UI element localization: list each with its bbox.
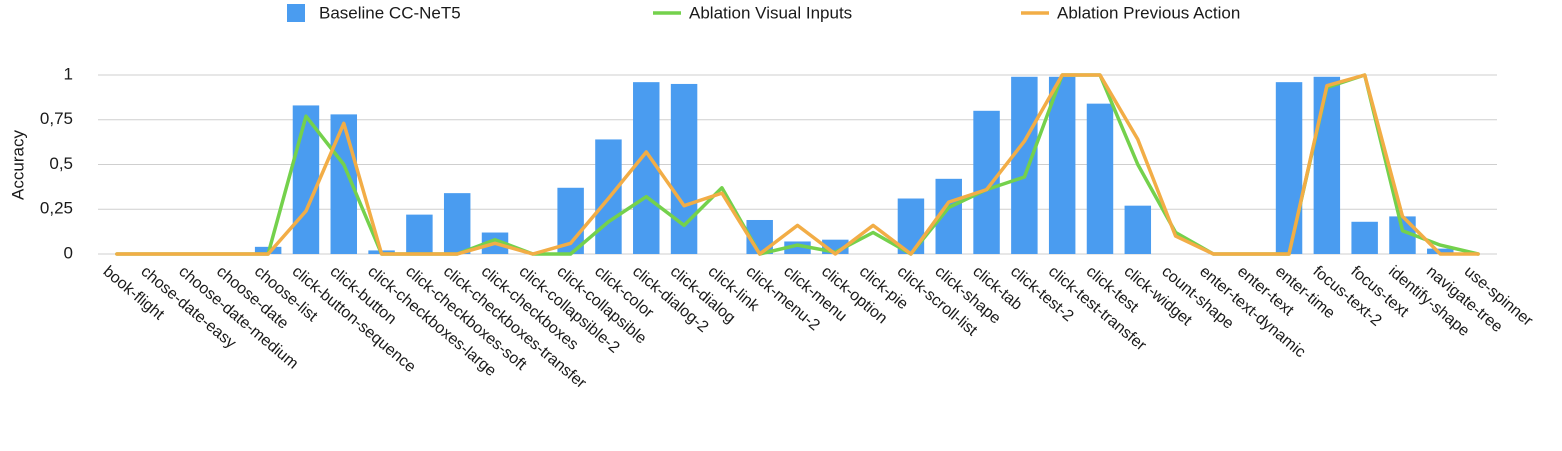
y-axis-title: Accuracy: [8, 130, 27, 200]
bar-navigate-tree: [1427, 248, 1454, 254]
y-tick-label: 1: [64, 64, 73, 83]
line-ablation-previous-action: [115, 73, 1480, 256]
bar-focus-text: [1351, 221, 1378, 254]
bar-click-test-transfer: [1048, 76, 1076, 254]
y-tick-label: 0,5: [49, 154, 73, 173]
legend-swatch: [287, 4, 305, 22]
legend-label: Baseline CC-NeT5: [319, 3, 461, 22]
legend-label: Ablation Previous Action: [1057, 3, 1240, 22]
y-tick-label: 0,75: [40, 109, 73, 128]
bar-enter-time: [1275, 82, 1303, 254]
x-axis-ticks: book-flightchose-date-easychoose-date-me…: [100, 263, 1537, 392]
bar-click-dialog-2: [633, 82, 660, 254]
bar-click-test-2: [1011, 76, 1038, 254]
bar-click-test: [1086, 103, 1114, 254]
bar-click-dialog: [670, 83, 698, 254]
bar-focus-text-2: [1313, 76, 1341, 254]
bar-click-tab: [973, 110, 1000, 254]
legend: Baseline CC-NeT5 Ablation Visual Inputs Ab…: [287, 3, 1240, 22]
bar-click-checkboxes-soft: [406, 214, 433, 254]
line-series: [115, 73, 1480, 256]
y-tick-label: 0,25: [40, 199, 73, 218]
legend-label: Ablation Visual Inputs: [689, 3, 852, 22]
bar-click-widget: [1124, 205, 1152, 254]
bar-click-checkboxes-transfer: [443, 193, 471, 254]
y-axis-ticks: 0 0,25 0,5 0,75 1: [40, 64, 73, 262]
bar-series: [254, 76, 1454, 255]
y-tick-label: 0: [64, 243, 73, 262]
